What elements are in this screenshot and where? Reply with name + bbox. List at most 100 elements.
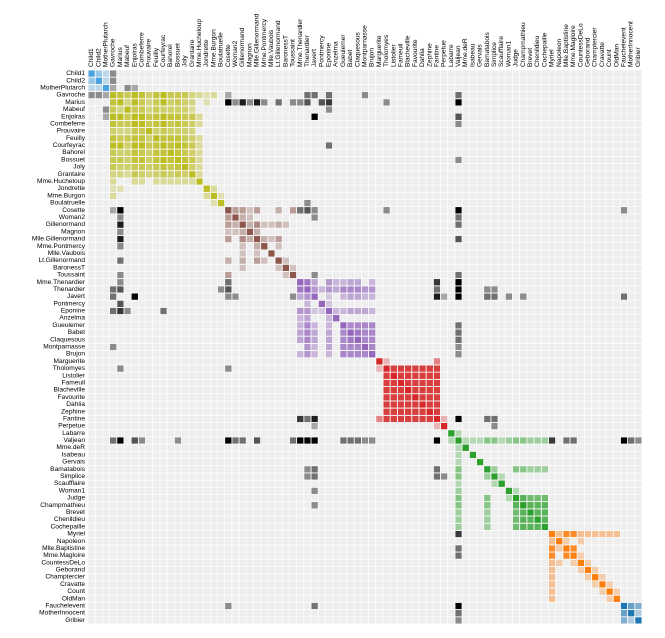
matrix-cell <box>117 163 124 171</box>
matrix-cell <box>297 286 304 293</box>
matrix-cell <box>541 523 549 531</box>
row-label: Favourite <box>58 394 86 401</box>
matrix-cell <box>138 171 146 178</box>
matrix-cell <box>505 293 513 300</box>
column-label: Enjolras <box>131 42 138 67</box>
matrix-cell <box>498 473 505 480</box>
row-label: Mme.deR <box>56 444 85 451</box>
row-label: Mme.Thenardier <box>37 279 86 286</box>
matrix-cell <box>325 91 333 99</box>
column-label: Mlle.Vaubois <box>268 29 275 67</box>
matrix-cell <box>124 113 131 120</box>
matrix-cell <box>117 106 124 113</box>
matrix-cell <box>109 127 117 135</box>
matrix-cell <box>462 437 469 444</box>
matrix-cell <box>160 142 167 149</box>
matrix-cell <box>455 279 462 286</box>
matrix-cell <box>311 214 318 221</box>
matrix-cell <box>541 509 549 516</box>
row-label: Napoleon <box>57 538 86 545</box>
matrix-cell <box>520 437 527 444</box>
matrix-cell <box>109 70 117 77</box>
matrix-cell <box>412 394 419 401</box>
column-label: Cosette <box>225 44 232 67</box>
matrix-cell <box>354 351 361 358</box>
matrix-cell <box>592 566 599 574</box>
row-label: Prouvaire <box>57 128 86 135</box>
matrix-cell <box>131 156 138 164</box>
matrix-cell <box>635 437 642 444</box>
matrix-cell <box>548 581 556 588</box>
row-label: Champtercier <box>45 574 85 581</box>
row-label: Marguerite <box>53 358 85 365</box>
matrix-cell <box>282 271 290 279</box>
matrix-cell <box>246 221 254 228</box>
column-label: Zephine <box>426 43 433 67</box>
column-label: Mme.Thenardier <box>297 18 304 67</box>
matrix-cell <box>189 106 196 113</box>
row-label: BaronessT <box>53 264 85 271</box>
matrix-cell <box>124 127 131 135</box>
matrix-cell <box>455 552 462 559</box>
matrix-cell <box>174 127 182 135</box>
matrix-cell <box>361 91 369 99</box>
matrix-cell <box>304 351 311 358</box>
matrix-cell <box>117 365 124 372</box>
matrix-cell <box>189 163 196 171</box>
matrix-cell <box>325 307 333 315</box>
matrix-cell <box>117 120 124 128</box>
matrix-cell <box>376 365 383 372</box>
matrix-cell <box>448 430 455 437</box>
matrix-cell <box>109 293 117 300</box>
matrix-cell <box>311 271 318 279</box>
matrix-cell <box>117 185 124 192</box>
matrix-cell <box>541 502 549 509</box>
matrix-cell <box>304 91 311 99</box>
matrix-cell <box>491 415 498 423</box>
row-label: Gillenormand <box>46 221 86 228</box>
matrix-cell <box>383 207 390 214</box>
matrix-cell <box>246 214 254 221</box>
column-label: Gribier <box>635 46 642 67</box>
matrix-cell <box>145 149 153 156</box>
matrix-cell <box>440 415 448 423</box>
matrix-cell <box>361 307 369 315</box>
matrix-cell <box>297 351 304 358</box>
matrix-cell <box>347 336 354 343</box>
matrix-cell <box>225 437 232 444</box>
matrix-cell <box>167 91 174 99</box>
matrix-cell <box>606 588 613 595</box>
matrix-cell <box>131 113 138 120</box>
matrix-cell <box>189 178 196 185</box>
matrix-cell <box>124 106 131 113</box>
matrix-cell <box>534 523 541 531</box>
matrix-cell <box>383 379 390 387</box>
matrix-cell <box>253 235 261 243</box>
matrix-cell <box>397 372 405 379</box>
matrix-cell <box>325 142 333 149</box>
matrix-cell <box>117 257 124 264</box>
matrix-cell <box>556 538 563 545</box>
matrix-cell <box>225 228 232 236</box>
matrix-cells <box>87 69 643 625</box>
matrix-cell <box>369 329 376 336</box>
row-label: Mlle.Vaubois <box>48 250 86 257</box>
matrix-cell <box>563 530 570 538</box>
matrix-cell <box>361 322 369 329</box>
matrix-cell <box>174 171 182 178</box>
matrix-cell <box>426 415 433 423</box>
matrix-cell <box>239 221 246 228</box>
matrix-cell <box>369 293 376 300</box>
matrix-cell <box>138 127 146 135</box>
matrix-cell <box>289 437 297 444</box>
matrix-cell <box>412 408 419 415</box>
row-label: Fantine <box>63 415 85 422</box>
matrix-cell <box>491 286 498 293</box>
matrix-cell <box>455 602 462 610</box>
column-label: Isabeau <box>469 43 476 67</box>
matrix-cell <box>95 84 102 92</box>
matrix-cell <box>117 156 124 164</box>
matrix-cell <box>599 574 606 581</box>
column-label: Montparnasse <box>362 25 369 67</box>
matrix-cell <box>620 617 628 624</box>
